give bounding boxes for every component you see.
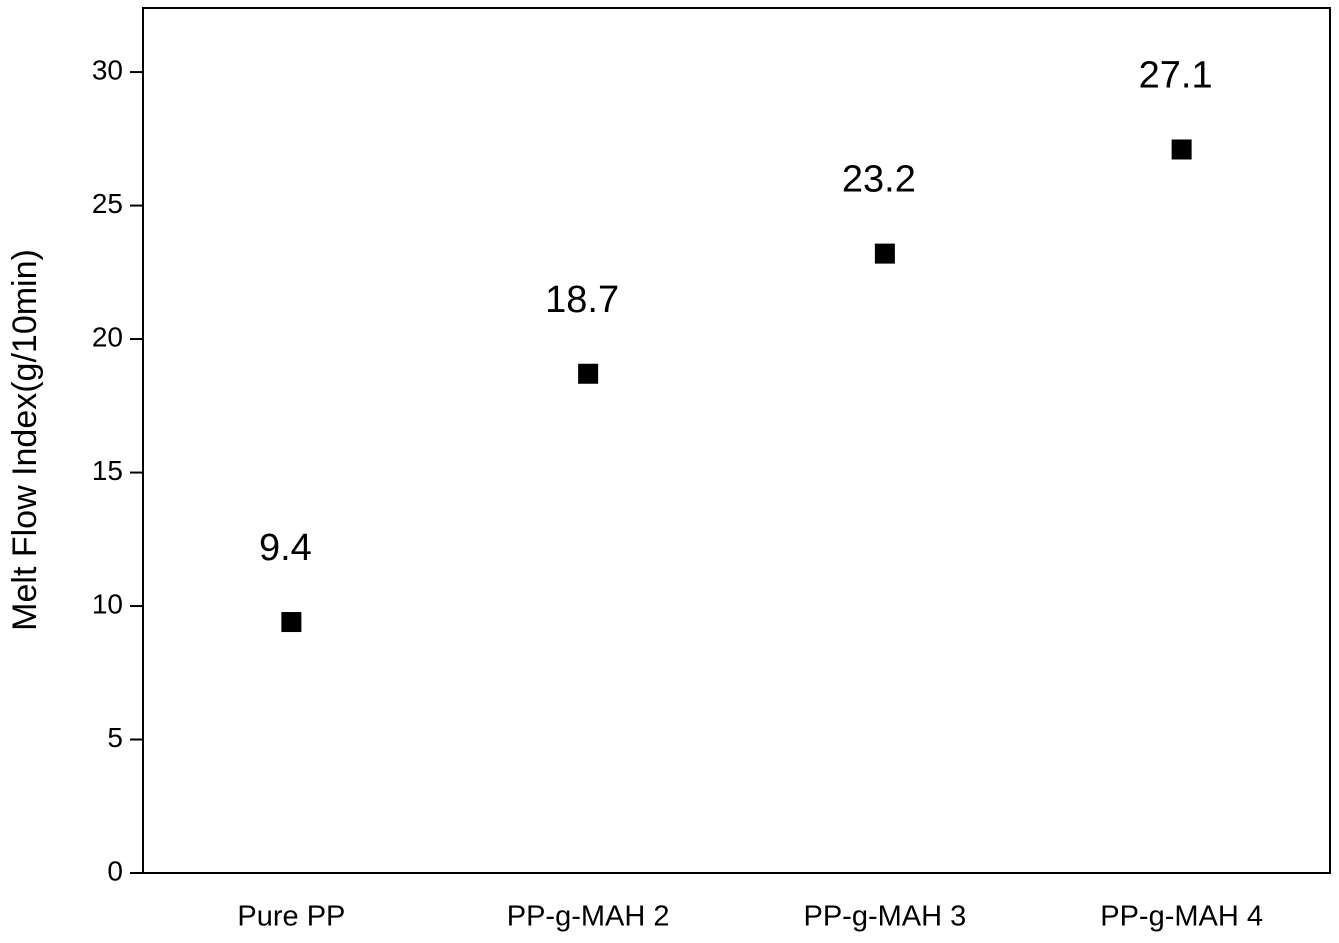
- y-tick-label: 15: [92, 455, 123, 486]
- x-tick-label: Pure PP: [237, 901, 345, 933]
- plot-frame: [142, 7, 1331, 874]
- y-tick-label: 5: [107, 722, 123, 753]
- data-label: 23.2: [842, 159, 916, 201]
- x-tick-label: PP-g-MAH 4: [1100, 901, 1263, 933]
- y-tick-label: 30: [92, 54, 123, 85]
- marker: [1171, 139, 1192, 160]
- y-tick-label: 0: [107, 855, 123, 886]
- y-tick-label: 10: [92, 588, 123, 619]
- data-label: 18.7: [545, 279, 619, 321]
- y-tick-label: 20: [92, 321, 123, 352]
- x-tick-label: PP-g-MAH 3: [803, 901, 966, 933]
- y-tick-label: 25: [92, 188, 123, 219]
- marker: [578, 363, 599, 384]
- marker: [281, 612, 302, 633]
- data-label: 27.1: [1139, 55, 1213, 97]
- data-label: 9.4: [259, 527, 312, 569]
- x-tick-label: PP-g-MAH 2: [507, 901, 670, 933]
- marker: [874, 243, 895, 264]
- y-axis-label: Melt Flow Index(g/10min): [6, 249, 44, 631]
